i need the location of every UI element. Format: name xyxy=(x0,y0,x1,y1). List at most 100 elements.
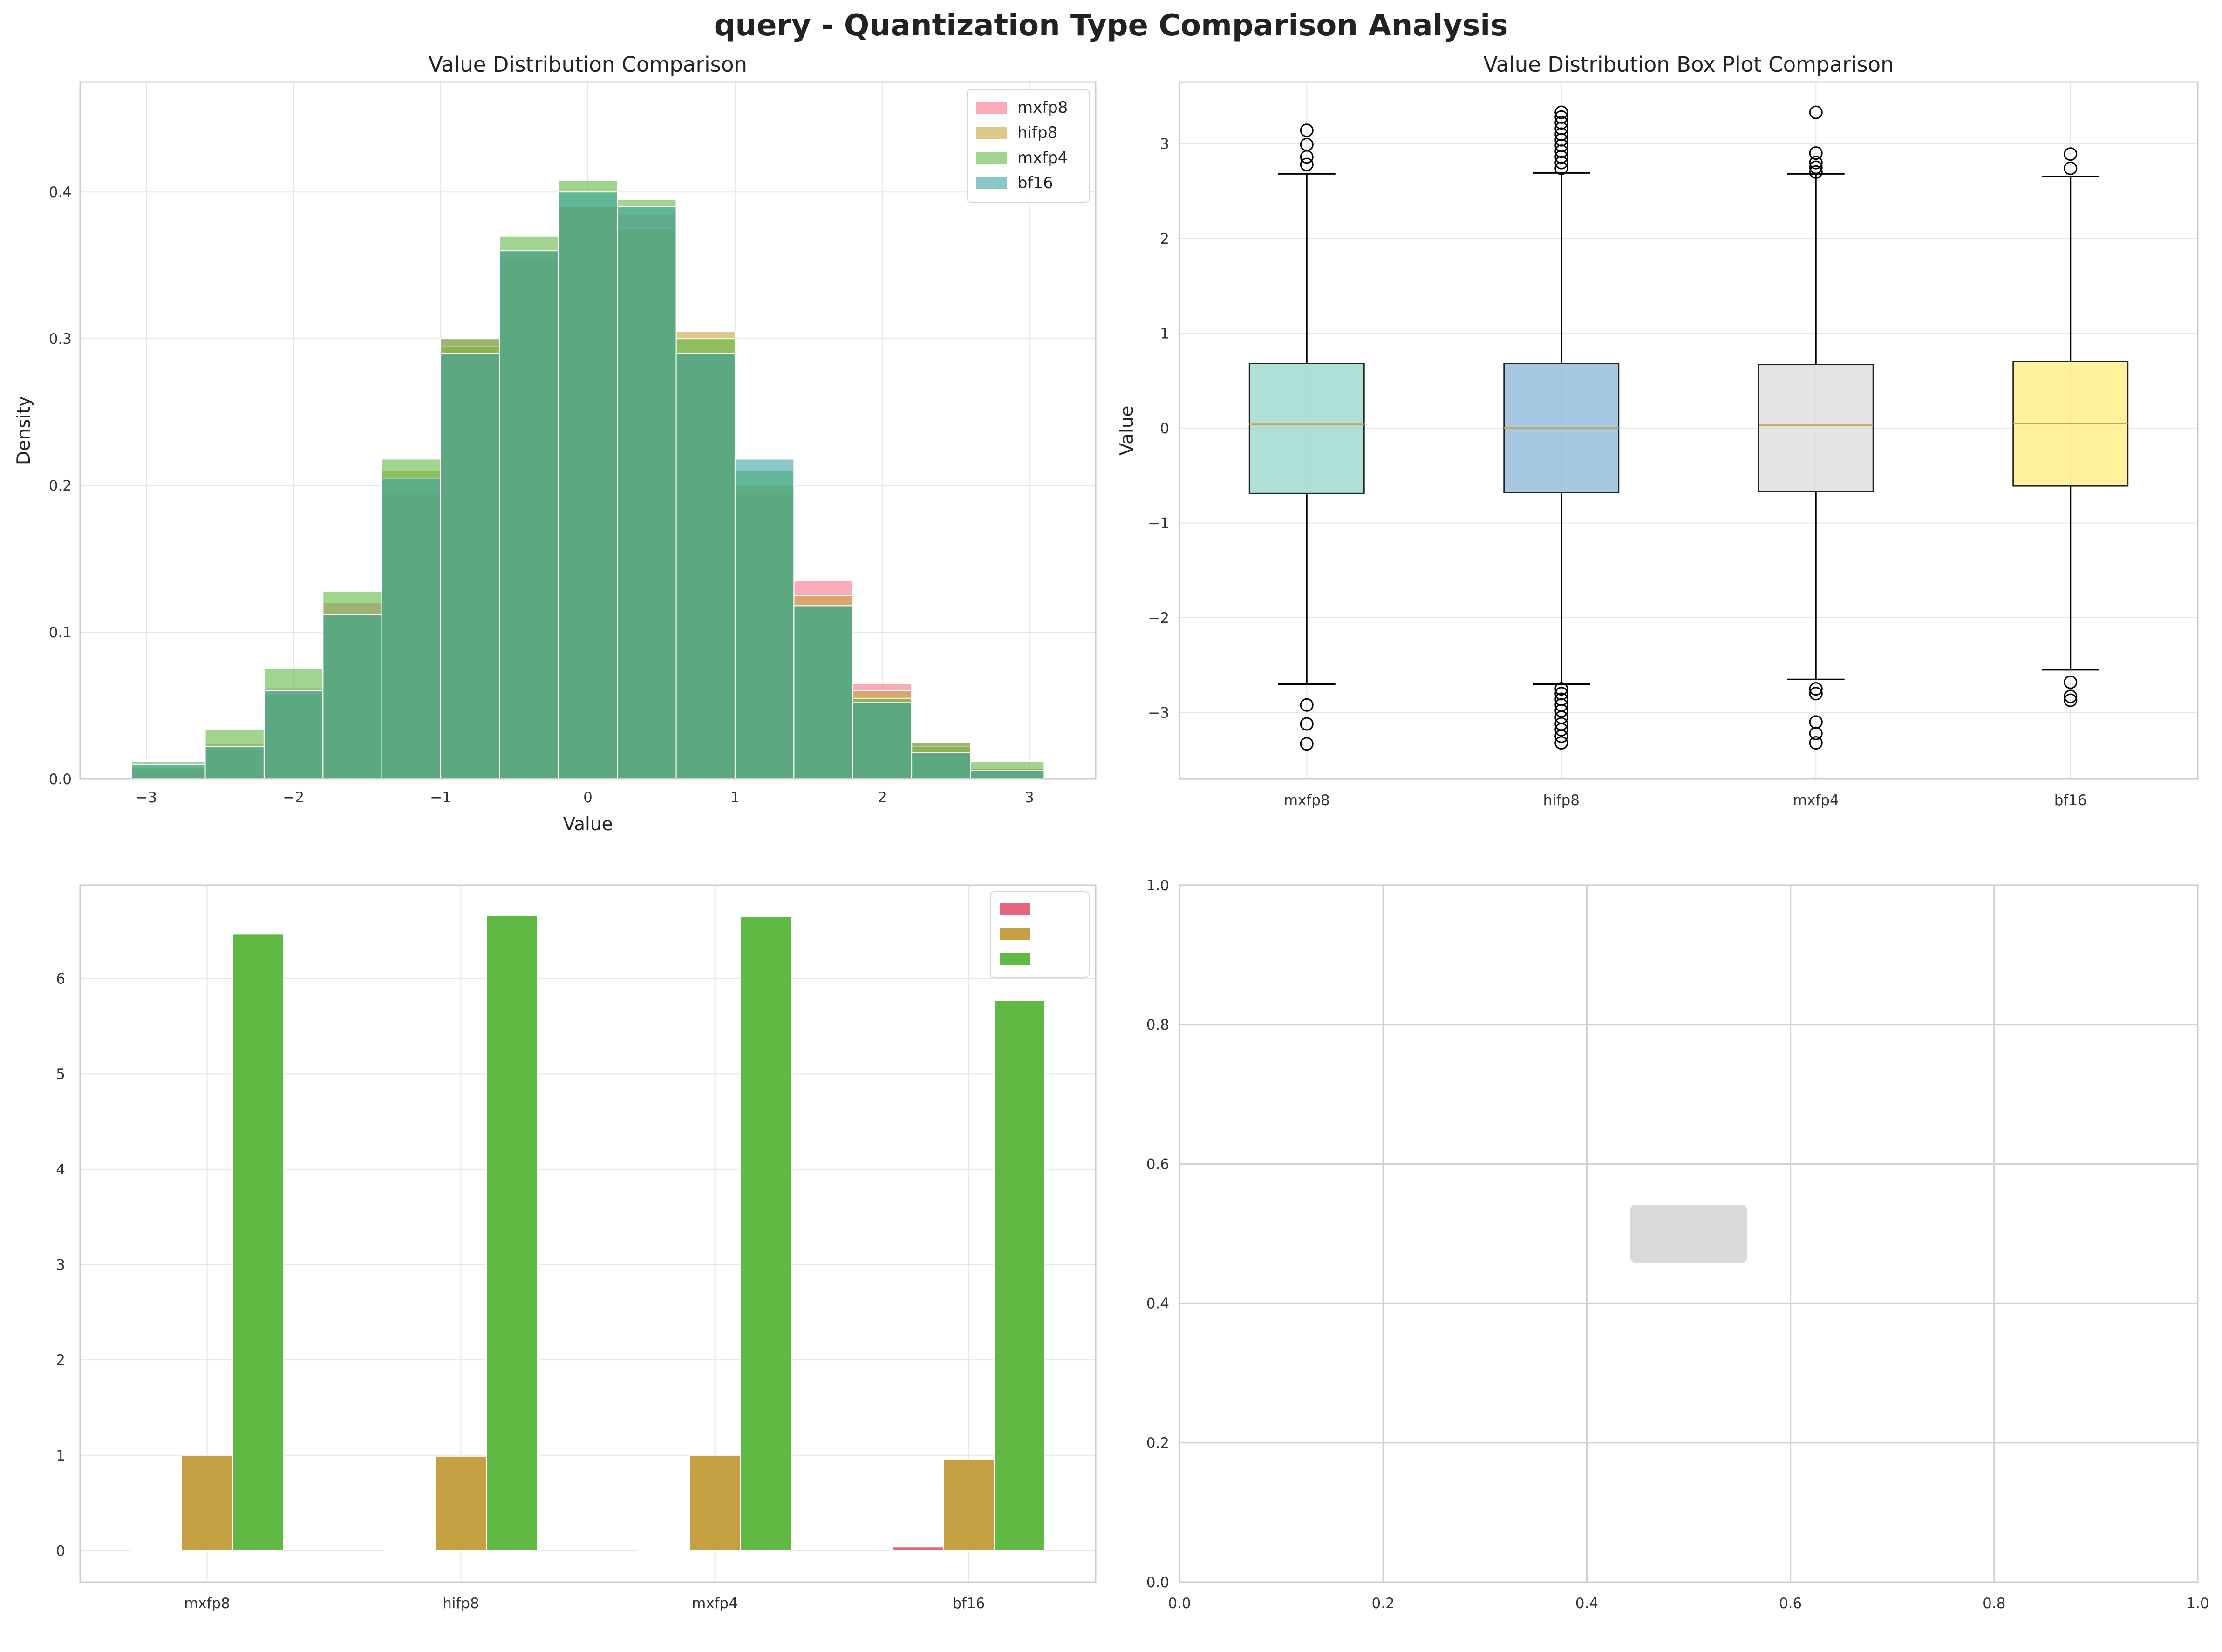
outlier-point xyxy=(1809,160,1823,174)
y-tick-label: 2 xyxy=(1160,231,1169,247)
plot-frame xyxy=(79,81,1097,780)
y-tick-label: 0 xyxy=(1160,420,1169,437)
x-tick-label: 0.2 xyxy=(1372,1595,1395,1612)
y-tick-label: 6 xyxy=(56,971,65,988)
outlier-point xyxy=(1554,698,1568,712)
stat-bar-series-2 xyxy=(486,915,538,1551)
outlier-point xyxy=(1809,726,1823,740)
statistics-bar-panel: 0 1 2 3 4 5 6 mxfp8 hifp8 mxfp4 bf16 xyxy=(56,884,1097,1612)
figure-title: query - Quantization Type Comparison Ana… xyxy=(714,8,1508,43)
y-tick-label: −2 xyxy=(1148,610,1169,627)
outlier-point xyxy=(1809,105,1823,119)
outlier-point xyxy=(1554,122,1568,136)
y-tick-label: 1.0 xyxy=(1146,877,1169,894)
histogram-bar-bf16 xyxy=(204,746,265,779)
y-tick-label: 0 xyxy=(56,1543,65,1559)
y-tick-label: 0.1 xyxy=(49,624,72,641)
outlier-point xyxy=(1554,692,1568,706)
histogram-bar-bf16 xyxy=(911,752,971,779)
histogram-bar-bf16 xyxy=(322,614,382,779)
histogram-bar-bf16 xyxy=(440,353,500,779)
histogram-bar-bf16 xyxy=(617,206,677,779)
x-tick-label: −3 xyxy=(136,789,157,806)
x-tick-label: 3 xyxy=(1025,789,1034,806)
stat-bar-series-2 xyxy=(232,933,284,1551)
x-tick-label: 0.6 xyxy=(1779,1595,1802,1612)
outlier-point xyxy=(1300,123,1314,137)
annotation-box xyxy=(1630,1205,1747,1263)
histogram-bar-bf16 xyxy=(499,250,559,779)
stat-bar-series-0 xyxy=(384,1550,436,1551)
histogram-bar-bf16 xyxy=(852,702,913,780)
stat-bar-series-1 xyxy=(181,1454,233,1551)
chart-title: Value Distribution Box Plot Comparison xyxy=(1483,52,1894,77)
outlier-point xyxy=(1554,736,1568,750)
histogram-bar-bf16 xyxy=(970,770,1045,779)
y-tick-label: 0.6 xyxy=(1146,1156,1169,1173)
x-tick-label: 0 xyxy=(583,789,593,806)
stat-bar-series-0 xyxy=(638,1550,690,1551)
x-tick-label: bf16 xyxy=(952,1595,985,1612)
legend-swatch xyxy=(1000,903,1030,915)
outlier-point xyxy=(2064,147,2078,161)
outlier-point xyxy=(2064,689,2078,703)
outlier-point xyxy=(1300,157,1314,171)
y-tick-label: 4 xyxy=(56,1161,65,1178)
plot-frame xyxy=(79,884,1097,1583)
x-tick-label: −2 xyxy=(283,789,304,806)
y-tick-label: 0.4 xyxy=(49,184,72,201)
outlier-point xyxy=(1809,736,1823,750)
empty-panel: 0.0 0.2 0.4 0.6 0.8 1.0 0.0 0.2 0.4 0.6 0.8 1.0 xyxy=(1146,877,2209,1612)
x-tick-label: 0.8 xyxy=(1983,1595,2005,1612)
histogram-bar-bf16 xyxy=(793,605,853,779)
stat-bar-series-0 xyxy=(130,1550,182,1551)
outlier-point xyxy=(1554,682,1568,696)
y-tick-label: 3 xyxy=(1160,136,1169,152)
stat-bar-series-2 xyxy=(994,1000,1045,1551)
x-tick-label: mxfp4 xyxy=(692,1595,738,1612)
box-mxfp8 xyxy=(1248,363,1365,494)
outlier-point xyxy=(1554,127,1568,141)
y-axis-label: Value xyxy=(1117,405,1138,455)
outlier-point xyxy=(2064,161,2078,175)
y-tick-label: 5 xyxy=(56,1066,65,1083)
x-tick-label: mxfp8 xyxy=(184,1595,230,1612)
outlier-point xyxy=(1809,146,1823,160)
outlier-point xyxy=(1300,737,1314,751)
x-tick-label: 2 xyxy=(878,789,887,806)
legend-swatch-bf16 xyxy=(976,177,1007,189)
x-tick-label: mxfp8 xyxy=(1284,792,1330,809)
histogram-bar-bf16 xyxy=(381,478,442,779)
outlier-point xyxy=(1554,110,1568,124)
legend-swatch-mxfp4 xyxy=(976,152,1007,164)
outlier-point xyxy=(1554,687,1568,701)
box-mxfp4 xyxy=(1758,364,1874,492)
x-tick-label: hifp8 xyxy=(1543,792,1580,809)
histogram-bar-bf16 xyxy=(263,690,324,780)
outlier-point xyxy=(1809,165,1823,179)
legend-swatch xyxy=(1000,928,1030,940)
legend-label: mxfp8 xyxy=(1017,98,1068,117)
y-tick-label: 0.0 xyxy=(1146,1574,1169,1591)
outlier-point xyxy=(1554,138,1568,152)
y-tick-label: 0.8 xyxy=(1146,1017,1169,1033)
y-tick-label: −3 xyxy=(1148,705,1169,722)
x-tick-label: 0.0 xyxy=(1168,1595,1191,1612)
outlier-point xyxy=(1809,156,1823,170)
outlier-point xyxy=(1300,698,1314,712)
y-tick-label: 1 xyxy=(1160,325,1169,342)
legend-label: mxfp4 xyxy=(1017,149,1068,167)
outlier-point xyxy=(1554,150,1568,164)
y-tick-label: 1 xyxy=(56,1447,65,1464)
y-tick-label: 0.3 xyxy=(49,331,72,348)
y-tick-label: 2 xyxy=(56,1352,65,1369)
x-tick-label: mxfp4 xyxy=(1793,792,1839,809)
stat-bar-series-2 xyxy=(740,916,791,1551)
legend-swatch-mxfp8 xyxy=(976,102,1007,114)
stat-bar-series-1 xyxy=(435,1455,487,1551)
histogram-bar-bf16 xyxy=(558,191,618,779)
x-tick-label: 0.4 xyxy=(1575,1595,1598,1612)
outlier-point xyxy=(1554,703,1568,717)
outlier-point xyxy=(1554,717,1568,731)
